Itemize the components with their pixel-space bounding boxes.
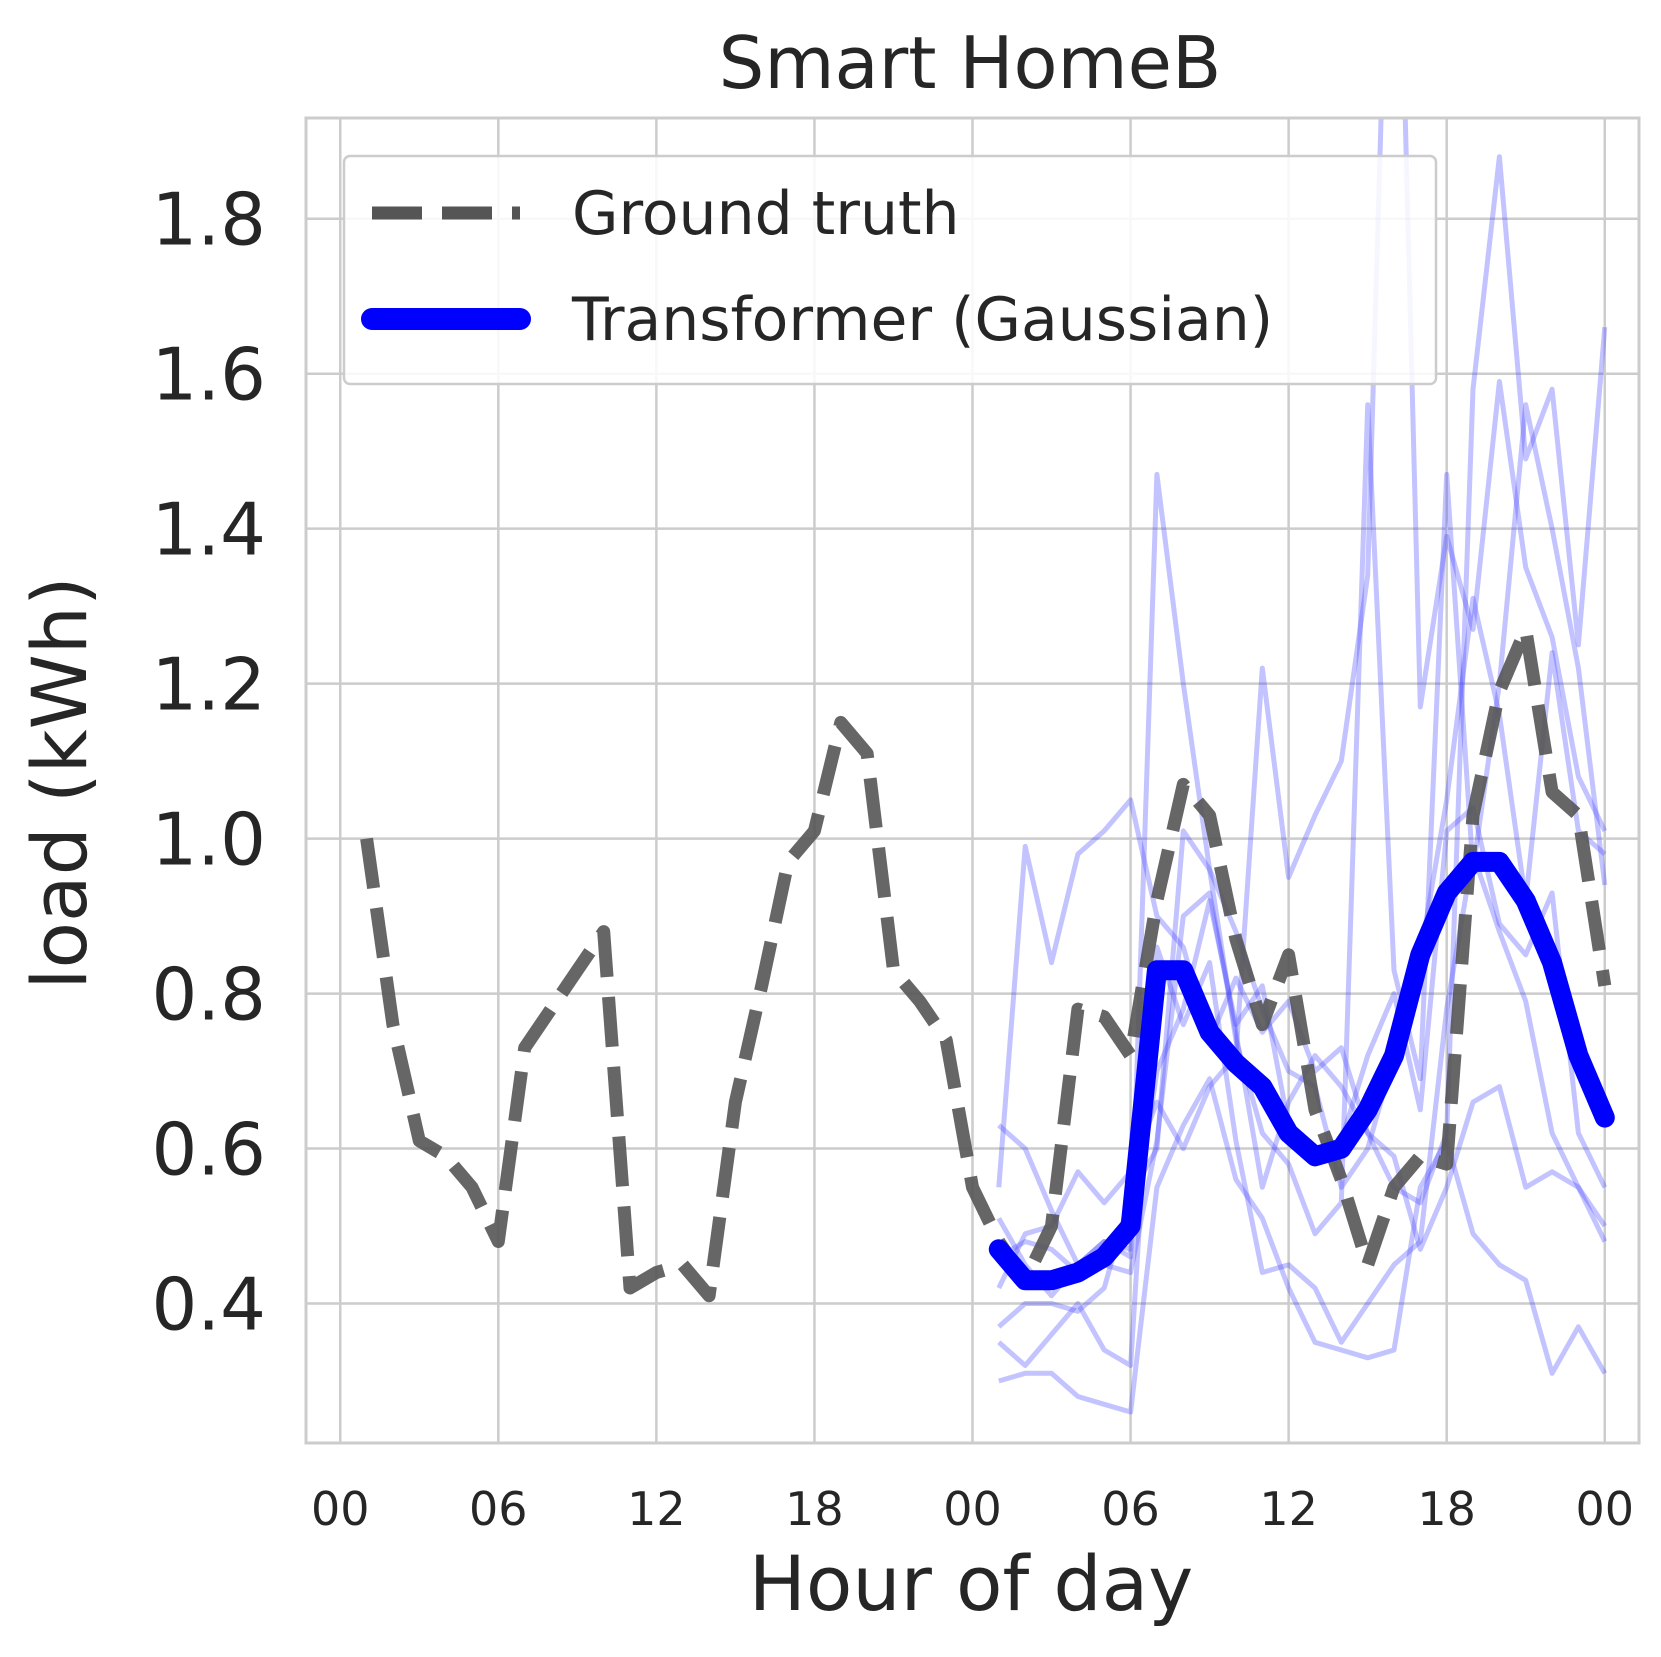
y-tick-label: 0.6 — [151, 1108, 266, 1192]
sample-line-0 — [997, 471, 1607, 1268]
x-tick-label: 12 — [627, 1482, 686, 1536]
y-tick-label: 1.8 — [151, 178, 266, 262]
y-tick-label: 1.4 — [151, 488, 266, 572]
legend-transformer-label: Transformer (Gaussian) — [571, 285, 1273, 355]
plot-area — [360, 118, 1615, 1415]
y-tick-label: 1.6 — [151, 333, 266, 417]
y-tick-label: 0.8 — [151, 953, 266, 1037]
y-tick-label: 0.4 — [151, 1263, 266, 1347]
y-axis-label: load (kWh) — [15, 576, 104, 989]
x-tick-label: 00 — [311, 1482, 370, 1536]
sample-line-2 — [996, 118, 1608, 1290]
x-tick-label: 18 — [1417, 1482, 1476, 1536]
plot-lines — [360, 118, 1615, 1415]
transformer-line — [988, 851, 1615, 1291]
y-tick-label: 1.0 — [151, 798, 266, 882]
plot-frame — [304, 116, 1641, 1445]
x-tick-label: 18 — [785, 1482, 844, 1536]
x-tick-label: 12 — [1259, 1482, 1318, 1536]
x-tick-label: 00 — [1575, 1482, 1634, 1536]
legend: Ground truth Transformer (Gaussian) — [342, 154, 1438, 386]
x-tick-label: 06 — [1101, 1482, 1160, 1536]
sample-line-3 — [997, 402, 1608, 1329]
y-tick-label: 1.2 — [151, 643, 266, 727]
x-axis-label: Hour of day — [749, 1539, 1193, 1628]
legend-ground-truth-label: Ground truth — [572, 179, 960, 249]
x-tick-labels: 00 06 12 18 00 06 12 18 00 — [311, 1482, 1634, 1536]
x-tick-label: 06 — [469, 1482, 528, 1536]
sample-line-5 — [997, 851, 1607, 1368]
x-tick-label: 00 — [943, 1482, 1002, 1536]
chart-title: Smart HomeB — [719, 21, 1222, 105]
ground-truth-line — [360, 622, 1612, 1303]
y-tick-labels: 0.4 0.6 0.8 1.0 1.2 1.4 1.6 1.8 — [151, 178, 266, 1347]
legend-box — [342, 154, 1438, 386]
sample-line-4 — [998, 1076, 1607, 1415]
